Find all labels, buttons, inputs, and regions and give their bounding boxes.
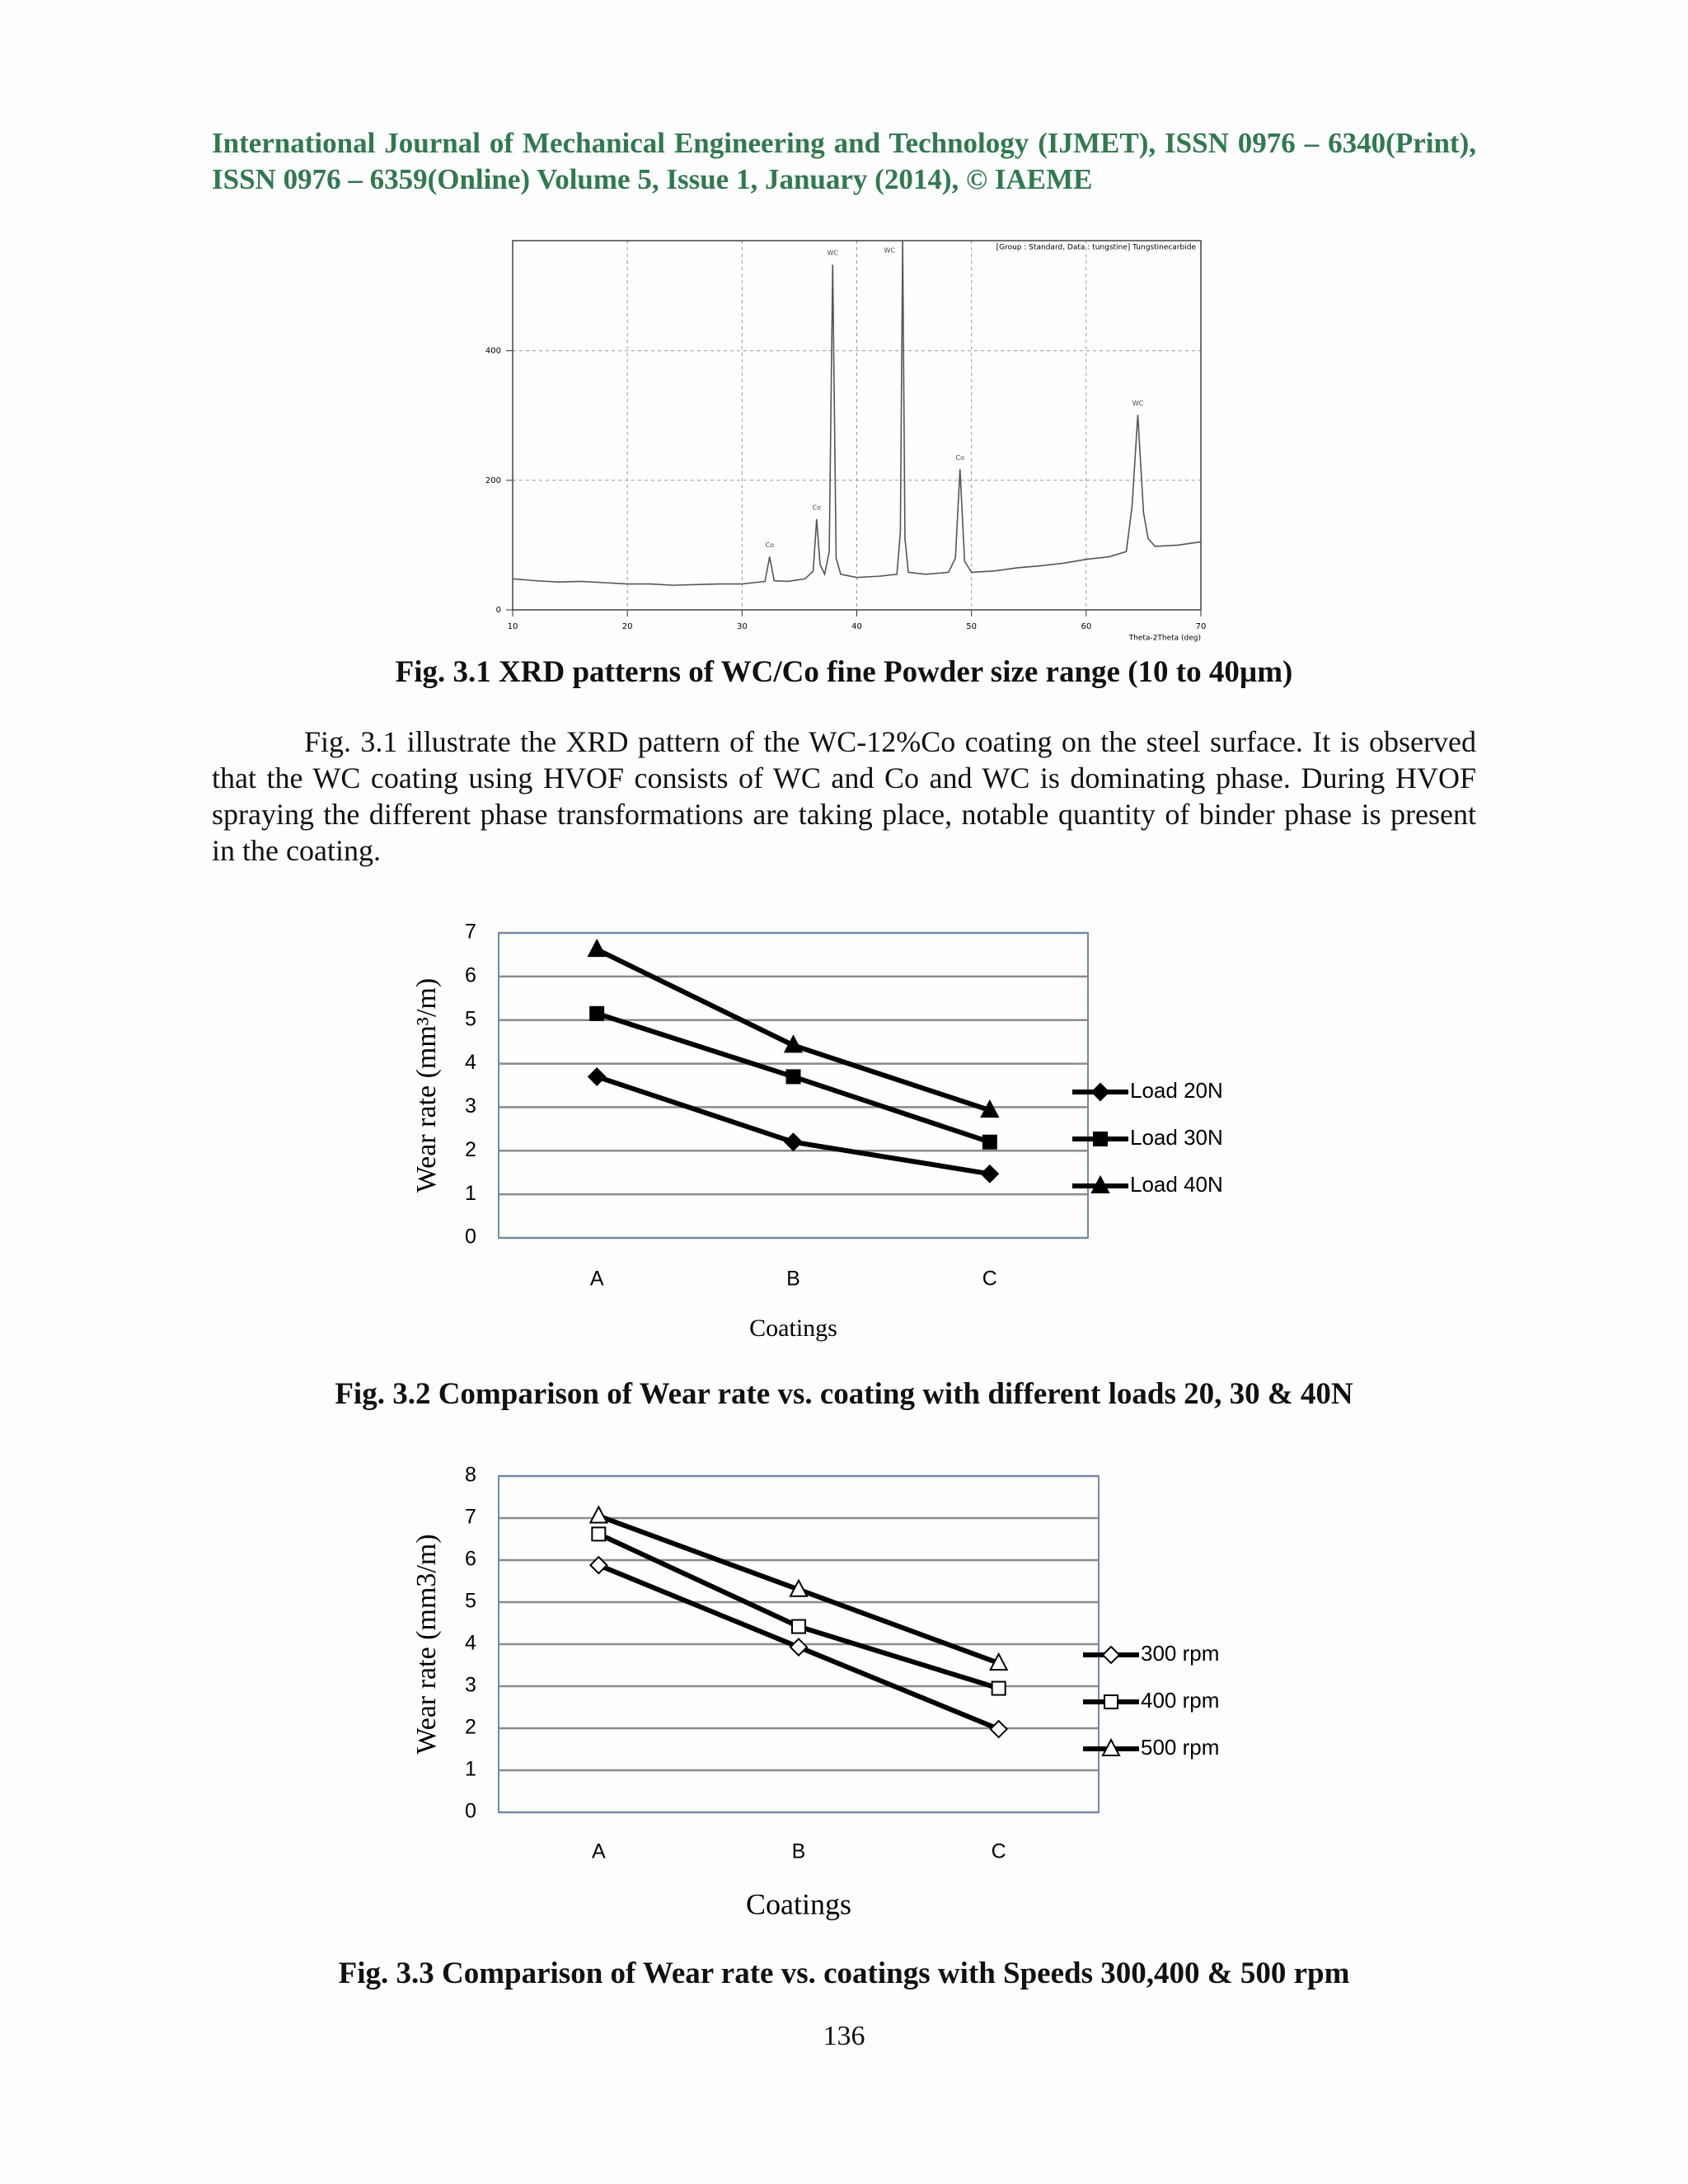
y-tick-label: 7 (465, 921, 476, 944)
y-tick-label: 4 (465, 1051, 476, 1074)
journal-header: International Journal of Mechanical Engi… (212, 127, 1476, 195)
marker (1104, 1694, 1118, 1709)
figure-caption: Fig. 3.2 Comparison of Wear rate vs. coa… (335, 1377, 1353, 1411)
page-number: 136 (823, 2021, 865, 2051)
y-axis-title: Wear rate (mm³/m) (411, 978, 442, 1193)
marker (587, 1067, 607, 1086)
marker (587, 938, 607, 958)
y-tick-label: 8 (465, 1464, 476, 1487)
peak-label: Co (813, 504, 822, 511)
x-tick-label: A (590, 1268, 604, 1291)
x-tick-label: B (792, 1840, 806, 1863)
y-tick-label: 3 (465, 1674, 476, 1697)
x-tick-label: A (592, 1840, 606, 1863)
y-tick-label: 4 (465, 1632, 476, 1655)
peak-label: Co (956, 454, 965, 462)
y-tick-label: 1 (465, 1758, 476, 1781)
marker (785, 1069, 801, 1085)
y-tick-label: 0 (465, 1226, 476, 1249)
x-tick-label: 70 (1196, 622, 1207, 631)
peak-label: WC (828, 250, 839, 257)
legend-label: Load 40N (1130, 1172, 1223, 1197)
y-tick-label: 2 (465, 1138, 476, 1161)
marker (989, 1652, 1009, 1671)
y-tick-label: 2 (465, 1716, 476, 1739)
legend-label: Load 30N (1130, 1125, 1223, 1150)
marker (783, 1034, 804, 1053)
x-tick-label: 30 (737, 622, 748, 631)
marker (982, 1134, 997, 1150)
plot-frame (498, 1475, 1100, 1813)
marker (1090, 1174, 1110, 1193)
plot-frame (498, 932, 1089, 1239)
marker (1101, 1737, 1121, 1756)
marker (588, 1505, 608, 1524)
x-tick-label: 20 (622, 622, 633, 631)
legend-label: 400 rpm (1141, 1688, 1219, 1713)
marker (989, 1719, 1009, 1739)
legend-label: Load 20N (1130, 1078, 1223, 1103)
legend-label: 300 rpm (1141, 1641, 1219, 1666)
x-tick-label: C (982, 1268, 997, 1291)
y-tick-label: 6 (465, 963, 476, 987)
marker (1101, 1645, 1121, 1665)
series-line (595, 947, 991, 1113)
marker (591, 1526, 607, 1542)
y-tick-label: 6 (465, 1548, 476, 1571)
y-tick-label: 7 (465, 1506, 476, 1529)
y-tick-label: 400 (485, 347, 501, 356)
x-tick-label: 40 (851, 622, 862, 631)
xrd-curve (512, 240, 1202, 586)
y-tick-label: 3 (465, 1094, 476, 1118)
y-tick-label: 0 (465, 1800, 476, 1823)
marker (789, 1578, 809, 1597)
y-tick-label: 0 (496, 606, 501, 615)
x-axis-title: Theta-2Theta (deg) (1128, 635, 1201, 643)
marker (789, 1638, 809, 1657)
legend-label: 500 rpm (1141, 1735, 1219, 1760)
marker (1090, 1082, 1110, 1102)
marker (980, 1099, 1000, 1118)
y-tick-label: 1 (465, 1182, 476, 1205)
peak-label: WC (884, 247, 895, 255)
marker (991, 1680, 1006, 1696)
y-tick-label: 5 (465, 1590, 476, 1613)
peak-label: WC (1132, 400, 1144, 407)
figure-caption: Fig. 3.1 XRD patterns of WC/Co fine Powd… (395, 655, 1293, 689)
marker (791, 1619, 806, 1634)
figure-caption: Fig. 3.3 Comparison of Wear rate vs. coa… (338, 1957, 1350, 1990)
x-tick-label: 10 (508, 622, 518, 631)
series-line (598, 1531, 1000, 1691)
y-tick-label: 5 (465, 1007, 476, 1030)
marker (588, 1555, 608, 1575)
marker (1093, 1132, 1108, 1146)
y-tick-label: 200 (485, 476, 501, 485)
x-tick-label: 60 (1081, 622, 1091, 631)
x-axis-title: Coatings (749, 1315, 837, 1342)
x-tick-label: 50 (966, 622, 977, 631)
peak-label: Co (765, 541, 774, 549)
legend-text: [Group : Standard, Data : tungstine] Tun… (996, 244, 1197, 252)
x-tick-label: C (992, 1840, 1006, 1863)
plot-frame (512, 240, 1202, 611)
marker (784, 1132, 803, 1152)
paragraph: Fig. 3.1 illustrate the XRD pattern of t… (212, 725, 1476, 867)
marker (589, 1005, 605, 1021)
marker (980, 1164, 1000, 1183)
x-tick-label: B (786, 1268, 800, 1291)
x-axis-title: Coatings (746, 1887, 851, 1920)
y-axis-title: Wear rate (mm3/m) (411, 1534, 442, 1754)
